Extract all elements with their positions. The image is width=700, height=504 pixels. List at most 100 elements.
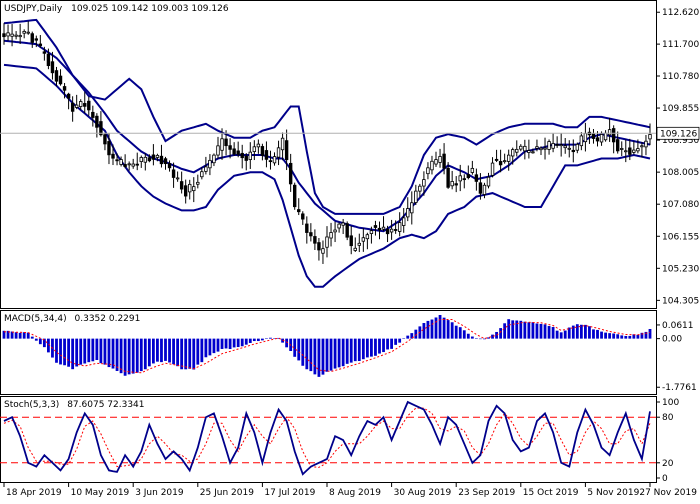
candle-body — [486, 176, 491, 187]
candle-body — [414, 190, 418, 203]
candle-body — [34, 38, 38, 41]
macd-bar — [386, 338, 389, 350]
candle-body — [38, 43, 43, 46]
candle-body — [599, 134, 604, 143]
candle-body — [365, 234, 370, 240]
date-tick-label: 15 Oct 2019 — [523, 488, 579, 498]
macd-bar — [256, 338, 260, 342]
macd-bar — [83, 338, 87, 364]
macd-bar — [6, 330, 10, 339]
candle — [159, 144, 164, 168]
candle-body — [369, 230, 374, 234]
candle — [397, 212, 402, 237]
macd-bar — [325, 338, 329, 372]
macd-bar — [547, 326, 551, 339]
candle — [74, 94, 79, 110]
candle-body — [252, 146, 257, 152]
macd-bar — [172, 338, 175, 365]
macd-bar — [18, 332, 22, 339]
macd-bar — [345, 338, 349, 364]
macd-bar — [75, 338, 79, 367]
candle — [62, 82, 67, 99]
macd-bar — [63, 338, 66, 366]
candle — [119, 156, 123, 167]
candle-body — [62, 86, 67, 91]
candle — [123, 154, 127, 169]
candle — [244, 153, 248, 171]
candle — [22, 29, 26, 39]
symbol-label: USDJPY,Daily 109.025 109.142 109.003 109… — [4, 4, 229, 14]
candle — [6, 24, 10, 41]
candle — [70, 96, 75, 122]
candle — [434, 151, 438, 167]
candle-body — [490, 162, 495, 176]
candle-body — [232, 148, 236, 155]
candle — [208, 154, 212, 176]
stochastic-title: Stoch(5,3,3) — [4, 400, 59, 410]
candle — [527, 139, 531, 159]
candle-body — [341, 222, 345, 226]
macd-bar — [555, 330, 559, 339]
macd-bar — [180, 338, 184, 370]
candle-body — [139, 157, 143, 162]
macd-bar — [184, 338, 188, 370]
price-y-tick-label: 104.305 — [662, 296, 699, 306]
candle — [341, 218, 345, 235]
macd-bar — [462, 330, 466, 339]
current-price-box — [656, 126, 700, 140]
macd-bar — [192, 338, 196, 370]
price-y-tick-label: 111.700 — [662, 40, 699, 50]
candle — [297, 198, 301, 216]
candle — [442, 143, 446, 175]
macd-bar — [567, 327, 571, 339]
macd-bar — [309, 338, 313, 372]
candle-body — [14, 34, 18, 37]
macd-bar — [406, 335, 410, 339]
candle — [531, 148, 535, 154]
macd-bar — [55, 338, 58, 363]
candle — [587, 127, 592, 144]
macd-bar — [628, 335, 632, 339]
macd-y-tick-label: 0.0611 — [662, 321, 694, 331]
candle — [139, 155, 143, 168]
candle-body — [482, 184, 487, 195]
macd-bar — [212, 338, 216, 354]
macd-bar — [446, 320, 450, 339]
candle — [648, 123, 652, 146]
macd-bar — [176, 338, 180, 367]
candle — [260, 143, 265, 161]
candle — [462, 174, 466, 189]
candle-body — [107, 141, 111, 156]
candle — [292, 182, 297, 210]
macd-bar — [357, 338, 361, 362]
candle-body — [345, 223, 349, 238]
candle-body — [309, 232, 313, 237]
candle — [54, 66, 59, 87]
macd-bar — [410, 333, 414, 339]
candle — [470, 160, 475, 175]
candle-body — [502, 160, 507, 163]
candle-body — [624, 150, 628, 153]
macd-bar — [160, 338, 163, 363]
candle — [58, 69, 63, 86]
candle-body — [305, 223, 309, 233]
candle-body — [272, 156, 277, 164]
candle-body — [317, 242, 321, 251]
macd-bar — [228, 338, 232, 350]
candle-body — [474, 174, 479, 182]
candle-body — [188, 183, 192, 193]
candle — [361, 228, 366, 252]
candle — [240, 144, 244, 169]
price-y-tick-label: 110.780 — [662, 72, 699, 82]
candle — [83, 91, 87, 114]
candle-body — [591, 133, 596, 139]
candle-body — [559, 144, 563, 147]
macd-bar — [571, 325, 575, 339]
candle-body — [551, 143, 555, 149]
candle-body — [119, 159, 123, 165]
candle — [280, 132, 285, 161]
candle — [42, 46, 47, 61]
candle-body — [167, 163, 172, 169]
stochastic-y-tick-label: 100 — [662, 398, 679, 408]
